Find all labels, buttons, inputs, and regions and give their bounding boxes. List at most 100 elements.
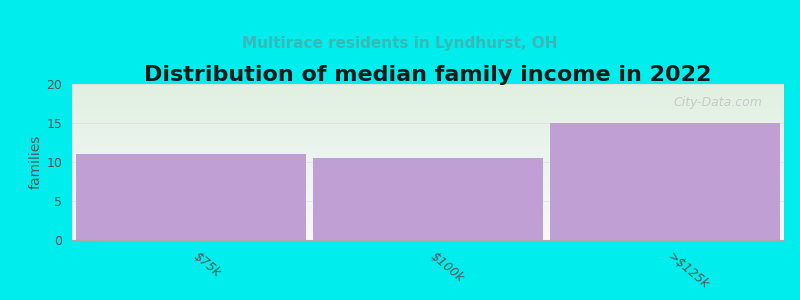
Bar — [72, 170, 784, 171]
Bar — [72, 148, 784, 149]
Bar — [72, 195, 784, 196]
Bar — [72, 122, 784, 123]
Bar — [72, 129, 784, 131]
Bar — [72, 173, 784, 175]
Bar — [72, 178, 784, 179]
Bar — [75, 154, 306, 240]
Bar — [72, 126, 784, 128]
Bar — [72, 153, 784, 154]
Bar — [72, 109, 784, 110]
Bar — [72, 156, 784, 157]
Bar — [72, 221, 784, 223]
Bar — [72, 206, 784, 207]
Bar — [72, 184, 784, 185]
Bar — [72, 131, 784, 132]
Bar — [72, 181, 784, 182]
Bar — [72, 218, 784, 220]
Bar — [72, 160, 784, 162]
Bar — [72, 232, 784, 234]
Bar — [72, 104, 784, 106]
Bar — [72, 146, 784, 148]
Y-axis label: families: families — [28, 135, 42, 189]
Bar — [72, 92, 784, 93]
Bar — [550, 123, 781, 240]
Bar — [72, 188, 784, 190]
Text: Multirace residents in Lyndhurst, OH: Multirace residents in Lyndhurst, OH — [242, 36, 558, 51]
Bar — [72, 151, 784, 153]
Text: City-Data.com: City-Data.com — [674, 97, 762, 110]
Bar — [72, 139, 784, 140]
Bar — [72, 198, 784, 200]
Bar — [72, 123, 784, 124]
Bar — [72, 162, 784, 164]
Bar — [72, 190, 784, 192]
Bar — [72, 128, 784, 129]
Bar — [72, 101, 784, 103]
Bar — [72, 192, 784, 193]
Bar — [72, 201, 784, 202]
Bar — [72, 227, 784, 229]
Bar — [72, 238, 784, 240]
Bar — [72, 167, 784, 168]
Bar — [72, 185, 784, 187]
Bar — [72, 229, 784, 231]
Bar — [72, 217, 784, 218]
Bar — [72, 207, 784, 209]
Bar — [72, 235, 784, 237]
Bar — [72, 98, 784, 100]
Bar — [72, 117, 784, 118]
Bar — [72, 215, 784, 217]
Bar — [72, 110, 784, 112]
Bar — [72, 103, 784, 104]
Bar — [72, 115, 784, 117]
Bar — [72, 149, 784, 151]
Bar — [72, 200, 784, 201]
Bar — [72, 209, 784, 210]
Bar — [72, 85, 784, 87]
Bar — [72, 196, 784, 198]
Bar — [72, 142, 784, 143]
Bar — [72, 202, 784, 204]
Bar — [72, 168, 784, 170]
Bar — [72, 93, 784, 95]
Bar — [72, 134, 784, 136]
Bar — [72, 124, 784, 126]
Bar — [72, 120, 784, 122]
Bar — [72, 159, 784, 160]
Bar — [72, 212, 784, 214]
Bar — [75, 154, 306, 240]
Bar — [72, 136, 784, 137]
Bar — [72, 140, 784, 142]
Bar — [72, 157, 784, 159]
Bar — [313, 158, 543, 240]
Bar — [72, 154, 784, 156]
Bar — [72, 97, 784, 98]
Bar — [72, 165, 784, 167]
Bar — [72, 193, 784, 195]
Bar — [72, 237, 784, 238]
Bar — [72, 118, 784, 120]
Bar — [72, 112, 784, 114]
Bar — [72, 214, 784, 215]
Bar — [72, 95, 784, 97]
Bar — [72, 100, 784, 101]
Bar — [72, 164, 784, 165]
Bar — [72, 182, 784, 184]
Bar — [72, 106, 784, 107]
Bar — [72, 89, 784, 90]
Bar — [72, 171, 784, 173]
Bar — [72, 234, 784, 235]
Bar — [72, 210, 784, 212]
Bar — [313, 158, 543, 240]
Bar — [72, 176, 784, 178]
Bar — [72, 114, 784, 115]
Bar — [72, 187, 784, 188]
Bar — [72, 220, 784, 221]
Bar — [72, 179, 784, 181]
Bar — [72, 132, 784, 134]
Bar — [72, 231, 784, 232]
Bar — [72, 145, 784, 146]
Bar — [72, 143, 784, 145]
Bar — [72, 223, 784, 224]
Bar — [550, 123, 781, 240]
